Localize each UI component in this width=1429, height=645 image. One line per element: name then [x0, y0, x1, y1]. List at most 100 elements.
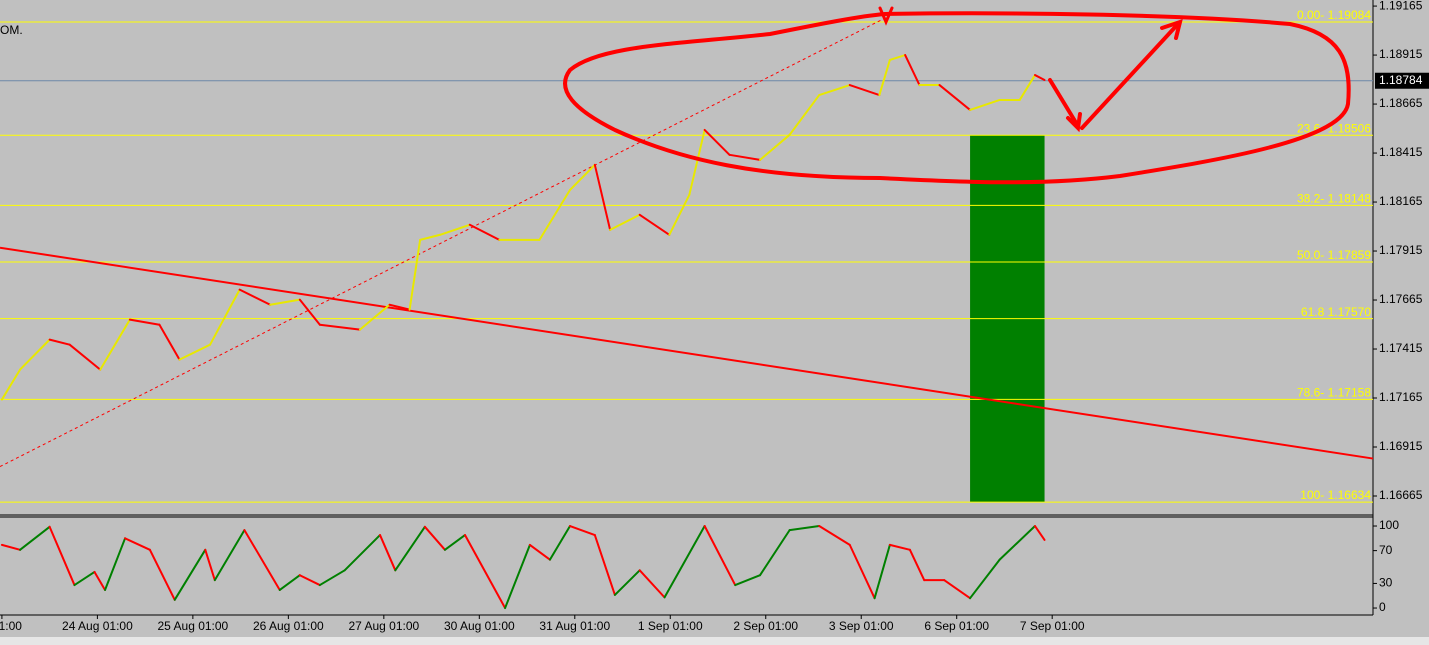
price-segment — [878, 58, 891, 97]
fib-level-label: 61.8 1.17570 — [1301, 305, 1371, 319]
price-segment — [209, 288, 241, 346]
price-segment — [609, 213, 641, 231]
price-segment — [788, 94, 821, 136]
price-segment — [759, 133, 791, 161]
x-tick-label: 26 Aug 01:00 — [253, 619, 324, 633]
oscillator-segment — [969, 558, 1001, 600]
y-tick-label: 1.17415 — [1379, 341, 1423, 355]
oscillator-segment — [569, 525, 596, 537]
oscillator-segment — [204, 548, 216, 582]
price-segment — [848, 84, 881, 97]
price-segment — [439, 223, 471, 236]
price-segment — [388, 303, 411, 311]
oscillator-segment — [48, 525, 76, 587]
arrow-head — [1066, 112, 1082, 133]
oscillator-segment — [148, 548, 176, 601]
oscillator-segment — [638, 569, 666, 599]
price-segment — [888, 54, 907, 61]
arrow-down — [1048, 78, 1080, 128]
oscillator-segment — [943, 579, 972, 600]
price-segment — [318, 323, 361, 331]
price-segment — [178, 343, 212, 361]
oscillator-segment — [734, 574, 762, 587]
price-segment — [0, 368, 22, 401]
price-segment — [569, 163, 596, 191]
oscillator-segment — [243, 529, 281, 591]
oscillator-segment — [888, 543, 911, 551]
x-tick-label: 30 Aug 01:00 — [444, 619, 515, 633]
top-marker — [878, 6, 894, 26]
oscillator-segment — [1034, 525, 1046, 541]
price-segment — [68, 343, 102, 371]
y-tick-label: 1.17665 — [1379, 292, 1423, 306]
y-tick-label: 1.18915 — [1379, 47, 1423, 61]
price-segment — [419, 233, 442, 241]
price-segment — [48, 338, 71, 346]
y-tick-label: 30 — [1379, 576, 1393, 590]
price-segment — [668, 193, 691, 236]
price-segment — [969, 98, 1001, 111]
main-panel: 1.19165 1.18915 1.18665 1.18415 1.18165 1.179… — [0, 0, 1429, 503]
y-tick-label: 1.16665 — [1379, 488, 1423, 502]
oscillator-segment — [663, 525, 706, 599]
status-strip — [0, 637, 1429, 645]
fib-level-label: 38.2- 1.18148 — [1297, 192, 1371, 206]
oscillator-segment — [213, 529, 246, 582]
oscillator-segment — [173, 548, 207, 601]
highlight-ellipse — [563, 11, 1351, 185]
y-tick-label: 1.18165 — [1379, 194, 1423, 208]
oscillator-segment — [298, 574, 321, 587]
oscillator-panel: 100 70 30 0 — [0, 518, 1399, 614]
price-segment — [298, 298, 321, 326]
price-segment — [904, 54, 921, 87]
y-tick-label: 1.18665 — [1379, 96, 1423, 110]
fib-level-label: 78.6- 1.17158 — [1297, 386, 1371, 400]
price-segment — [19, 338, 51, 371]
price-segment — [99, 318, 131, 371]
fib-level-label: 50.0- 1.17859 — [1297, 248, 1371, 262]
y-tick-label: 1.17165 — [1379, 390, 1423, 404]
trend-line — [0, 246, 1374, 460]
price-segment — [593, 163, 612, 231]
price-segment — [703, 128, 731, 156]
oscillator-segment — [463, 534, 507, 610]
y-tick-label: 1.19165 — [1379, 0, 1423, 12]
price-segment — [1034, 74, 1046, 81]
oscillator-segment — [818, 525, 851, 546]
x-tick-label: g 01:00 — [0, 619, 22, 633]
oscillator-segment — [343, 534, 382, 572]
oscillator-segment — [548, 525, 572, 561]
arrow-up — [1080, 22, 1180, 130]
y-tick-label: 1.16915 — [1379, 439, 1423, 453]
last-price-label: 1.18784 — [1379, 73, 1423, 87]
price-segment — [158, 323, 181, 361]
price-segment — [728, 153, 762, 161]
fib-level-label: 100- 1.16634 — [1300, 488, 1371, 502]
oscillator-segment — [908, 548, 926, 582]
x-tick-label: 1 Sep 01:00 — [638, 619, 703, 633]
oscillator-segment — [379, 534, 397, 572]
y-tick-label: 1.17915 — [1379, 243, 1423, 257]
oscillator-segment — [318, 569, 346, 587]
y-tick-label: 100 — [1379, 518, 1399, 532]
oscillator-segment — [848, 543, 876, 600]
oscillator-segment — [613, 569, 641, 596]
oscillator-segment — [788, 525, 821, 532]
oscillator-segment — [0, 543, 22, 551]
price-segment — [358, 303, 391, 331]
oscillator-segment — [593, 534, 616, 596]
oscillator-segment — [104, 537, 127, 591]
price-segment — [688, 128, 706, 196]
y-tick-label: 0 — [1379, 600, 1386, 614]
oscillator-segment — [998, 525, 1037, 561]
x-tick-label: 6 Sep 01:00 — [924, 619, 989, 633]
symbol-text: OM. — [0, 23, 23, 37]
last-price-box — [1375, 72, 1429, 89]
oscillator-segment — [19, 525, 51, 551]
oscillator-segment — [873, 543, 891, 600]
oscillator-segment — [504, 543, 531, 610]
price-segment — [818, 84, 851, 97]
